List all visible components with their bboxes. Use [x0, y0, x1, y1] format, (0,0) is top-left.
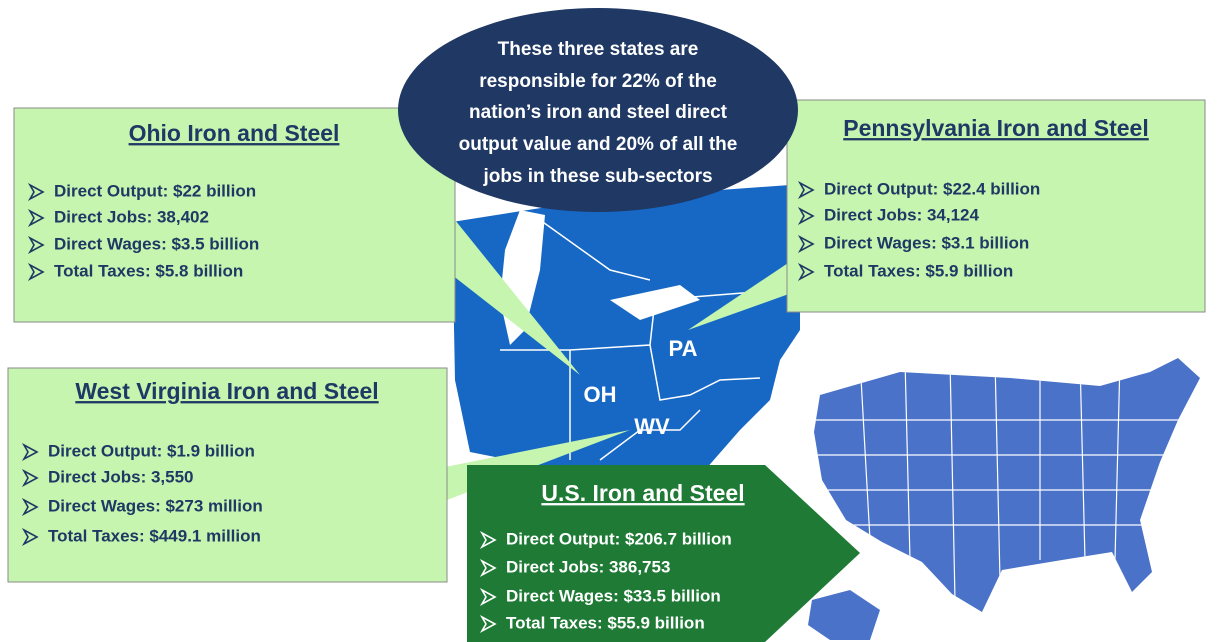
box-title: West Virginia Iron and Steel — [75, 378, 378, 404]
bullet-text: Direct Jobs: 386,753 — [506, 557, 670, 576]
bullet-text: Total Taxes: $55.9 billion — [506, 613, 705, 632]
alaska — [808, 590, 880, 640]
box-title: Pennsylvania Iron and Steel — [843, 115, 1149, 141]
oval-line: jobs in these sub-sectors — [482, 166, 712, 187]
oval-line: These three states are — [498, 39, 699, 60]
bullet-text: Direct Jobs: 38,402 — [54, 207, 209, 226]
bullet-arrow — [797, 262, 815, 282]
oval-line: output value and 20% of all the — [459, 134, 738, 155]
bullet-arrow — [21, 468, 39, 488]
bullet-arrow — [797, 206, 815, 226]
us-map — [814, 358, 1200, 612]
bullet-text: Direct Output: $1.9 billion — [48, 441, 255, 460]
content: These three states are responsible for 22… — [21, 39, 1149, 634]
state-label: WV — [634, 414, 670, 439]
bullet-text: Direct Jobs: 34,124 — [824, 205, 980, 224]
us-box — [467, 465, 860, 642]
bullet-text: Direct Wages: $3.1 billion — [824, 233, 1029, 252]
bullet-arrow — [27, 182, 45, 202]
pennsylvania-box — [786, 99, 1206, 313]
bullet-arrow — [797, 234, 815, 254]
summary-oval — [398, 8, 798, 212]
us-state-borders — [814, 359, 1200, 601]
state-label: PA — [669, 336, 698, 361]
bullet-text: Direct Output: $22.4 billion — [824, 179, 1040, 198]
west-virginia-box — [7, 367, 448, 583]
bullet-arrow — [479, 530, 497, 550]
bullet-arrow — [27, 262, 45, 282]
callout-pointer — [688, 255, 800, 330]
bullet-text: Direct Wages: $33.5 billion — [506, 586, 721, 605]
bullet-arrow — [21, 442, 39, 462]
bullet-arrow — [27, 235, 45, 255]
callout-pointer — [420, 220, 580, 375]
bullet-arrow — [479, 614, 497, 634]
oval-line: responsible for 22% of the — [479, 71, 717, 92]
state-borders — [500, 219, 781, 461]
bullet-text: Direct Wages: $3.5 billion — [54, 234, 259, 253]
bullet-arrow — [797, 180, 815, 200]
ohio-box — [13, 107, 456, 323]
bullet-arrow — [21, 527, 39, 547]
box-title: Ohio Iron and Steel — [129, 120, 340, 146]
bullet-text: Direct Jobs: 3,550 — [48, 467, 194, 486]
box-title: U.S. Iron and Steel — [541, 480, 744, 506]
bullet-arrow — [479, 558, 497, 578]
bullet-text: Direct Output: $22 billion — [54, 181, 256, 200]
bullet-text: Direct Wages: $273 million — [48, 496, 263, 515]
bullet-arrow — [27, 208, 45, 228]
bullet-text: Total Taxes: $5.8 billion — [54, 261, 243, 280]
region-map — [452, 185, 800, 470]
state-label: OH — [584, 382, 617, 407]
oval-line: nation’s iron and steel direct — [469, 102, 728, 123]
bullet-text: Total Taxes: $449.1 million — [48, 526, 261, 545]
bullet-arrow — [21, 497, 39, 517]
bullet-text: Total Taxes: $5.9 billion — [824, 261, 1013, 280]
bullet-arrow — [479, 587, 497, 607]
bullet-text: Direct Output: $206.7 billion — [506, 529, 732, 548]
